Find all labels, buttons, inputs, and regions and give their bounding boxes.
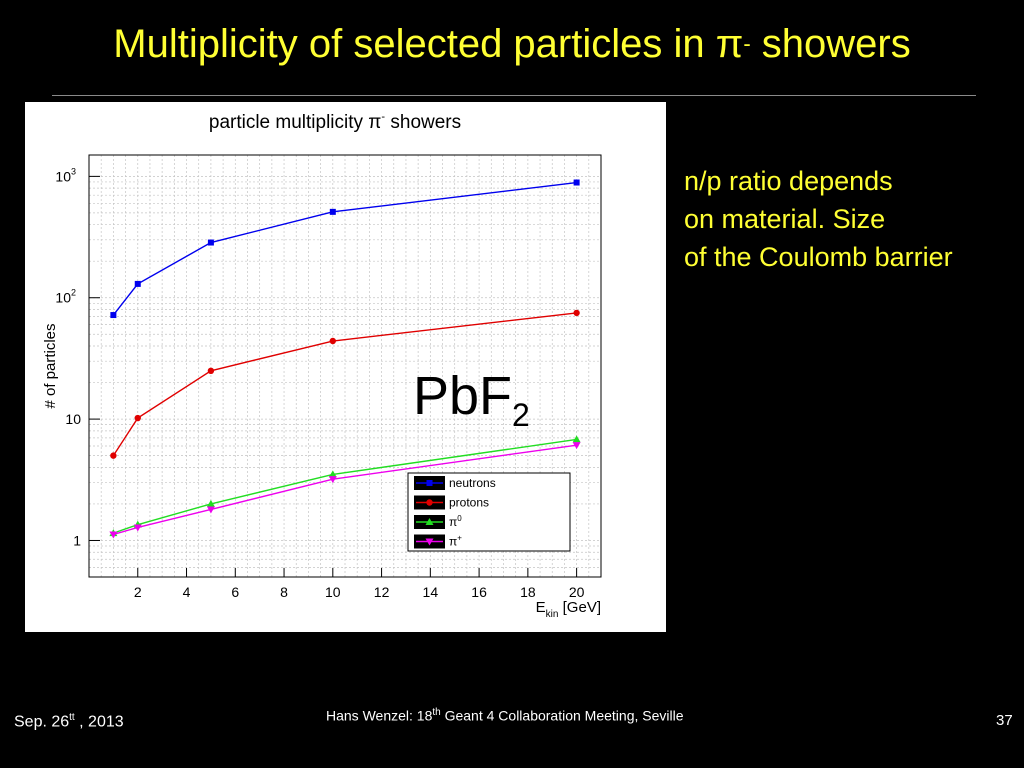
y-axis-label: # of particles [42, 323, 59, 408]
x-tick-label: 2 [134, 584, 142, 600]
axes: 2 4 6 8 10 12 14 16 18 20 1 10 102 103 [55, 166, 584, 600]
material-annotation: PbF2 [413, 366, 530, 433]
x-tick-label: 8 [280, 584, 288, 600]
data-point-marker [426, 480, 433, 486]
y-tick-label: 103 [55, 166, 76, 184]
plot-panel: particle multiplicity π- showers 2 4 6 8 10 1… [25, 102, 666, 632]
x-tick-label: 6 [231, 584, 239, 600]
data-point-marker [572, 435, 581, 443]
multiplicity-chart: particle multiplicity π- showers 2 4 6 8 10 1… [42, 111, 602, 620]
footer-meeting-superscript: th [432, 707, 441, 718]
data-point-marker [133, 524, 142, 532]
x-tick-label: 20 [569, 584, 585, 600]
footer-date: Sep. 26tt , 2013 [14, 712, 124, 731]
chart-title-end: showers [385, 112, 461, 133]
y-tick-label: 1 [73, 532, 81, 548]
series-π+ [109, 442, 581, 539]
slide-title-end: showers [750, 22, 911, 66]
data-point-marker [206, 499, 215, 507]
slide-title-superscript: - [743, 31, 751, 56]
material-annotation-subscript: 2 [512, 397, 530, 433]
data-point-marker [573, 309, 580, 317]
footer-meeting: Hans Wenzel: 18th Geant 4 Collaboration … [326, 707, 684, 724]
data-point-marker [206, 506, 215, 514]
data-point-marker [134, 414, 141, 422]
footer-meeting-name: Geant 4 Collaboration Meeting, Seville [440, 707, 684, 724]
chart-title-text: particle multiplicity π [209, 112, 382, 133]
grid-lines [89, 155, 601, 578]
side-note: n/p ratio depends on material. Size of t… [684, 162, 953, 276]
data-point-marker [572, 442, 581, 450]
x-axis-label-main: E [536, 599, 546, 616]
note-line-2: on material. Size [684, 204, 886, 234]
data-point-marker [110, 452, 117, 459]
data-point-marker [134, 280, 141, 287]
footer-date-year: , 2013 [74, 713, 124, 731]
data-point-marker [328, 470, 337, 478]
y-tick-label: 102 [55, 288, 76, 306]
data-point-marker [329, 337, 337, 345]
data-series [109, 179, 581, 539]
data-point-marker [207, 239, 214, 246]
chart-title-superscript: - [381, 111, 385, 123]
legend-label: π+ [449, 534, 462, 549]
footer-date-superscript: tt [69, 712, 75, 723]
page-number: 37 [996, 712, 1013, 729]
x-tick-label: 12 [374, 584, 390, 600]
plot-frame [88, 154, 602, 578]
legend-label: neutrons [449, 476, 496, 490]
slide-title-text: Multiplicity of selected particles in π [113, 22, 744, 66]
x-tick-label: 18 [520, 584, 536, 600]
slide-title: Multiplicity of selected particles in π-… [0, 22, 1024, 67]
data-point-marker [329, 208, 336, 215]
data-point-marker [110, 312, 117, 319]
material-annotation-text: PbF [413, 366, 512, 426]
footer-author: Hans Wenzel: 18 [326, 707, 433, 724]
data-point-marker [109, 531, 118, 539]
data-point-marker [425, 538, 434, 546]
series-neutrons [110, 179, 580, 319]
x-tick-label: 16 [471, 584, 487, 600]
x-tick-label: 10 [325, 584, 341, 600]
x-axis-label-unit: [GeV] [558, 599, 601, 616]
data-point-marker [426, 499, 433, 506]
x-axis-label-subscript: kin [546, 609, 559, 620]
note-line-1: n/p ratio depends [684, 166, 893, 196]
x-tick-label: 14 [423, 584, 439, 600]
data-point-marker [207, 367, 215, 375]
y-tick-label: 10 [65, 411, 81, 427]
data-point-marker [328, 476, 337, 484]
legend-label: protons [449, 496, 489, 510]
data-point-marker [573, 179, 580, 186]
chart-title: particle multiplicity π- showers [209, 111, 461, 133]
legend: neutrons protons π0 π+ [407, 472, 571, 552]
x-tick-label: 4 [183, 584, 191, 600]
series-protons [110, 309, 580, 459]
footer-date-main: Sep. 26 [14, 713, 70, 731]
note-line-3: of the Coulomb barrier [684, 242, 953, 272]
title-divider [52, 95, 976, 96]
x-axis-label: Ekin [GeV] [536, 599, 601, 620]
data-point-marker [425, 518, 434, 525]
legend-label: π0 [449, 514, 462, 529]
